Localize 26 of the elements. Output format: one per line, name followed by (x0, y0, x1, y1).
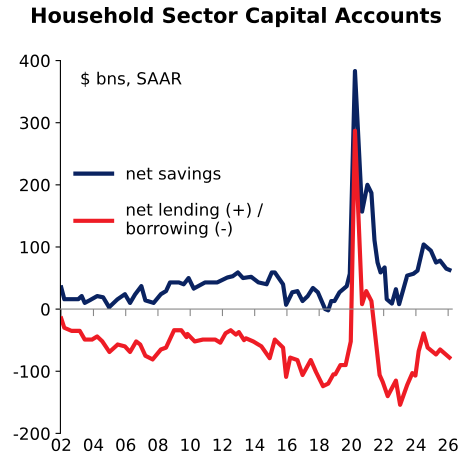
chart-title: Household Sector Capital Accounts (32, 6, 441, 28)
y-tick-label: 0 (41, 303, 50, 316)
x-tick-label: 08 (148, 438, 168, 452)
x-tick-label: 06 (116, 438, 136, 452)
x-tick-label: 10 (181, 438, 200, 452)
legend-label: net savings (126, 166, 220, 183)
x-tick-label: 14 (246, 438, 264, 451)
x-tick-label: 16 (278, 438, 296, 452)
x-tick-label: 04 (84, 438, 104, 452)
y-tick-label: 200 (20, 178, 50, 192)
y-tick-label: 100 (20, 240, 50, 254)
line-series (60, 128, 452, 407)
legend-label: net lending (+) / borrowing (-) (126, 202, 264, 238)
x-tick-label: 24 (406, 438, 426, 451)
x-tick-label: 20 (342, 438, 361, 452)
x-tick-label: 22 (374, 438, 393, 451)
y-tick-label: 300 (20, 116, 50, 130)
x-tick-label: 12 (214, 438, 232, 451)
x-tick-label: 18 (310, 438, 329, 452)
x-tick-label: 26 (438, 438, 458, 452)
y-tick-label: -200 (14, 427, 50, 440)
x-tick-label: 02 (52, 438, 70, 452)
line-series (60, 69, 452, 312)
y-tick-label: -100 (14, 365, 50, 378)
y-tick-label: 400 (20, 54, 50, 68)
annotation: $ bns, SAAR (81, 72, 182, 87)
